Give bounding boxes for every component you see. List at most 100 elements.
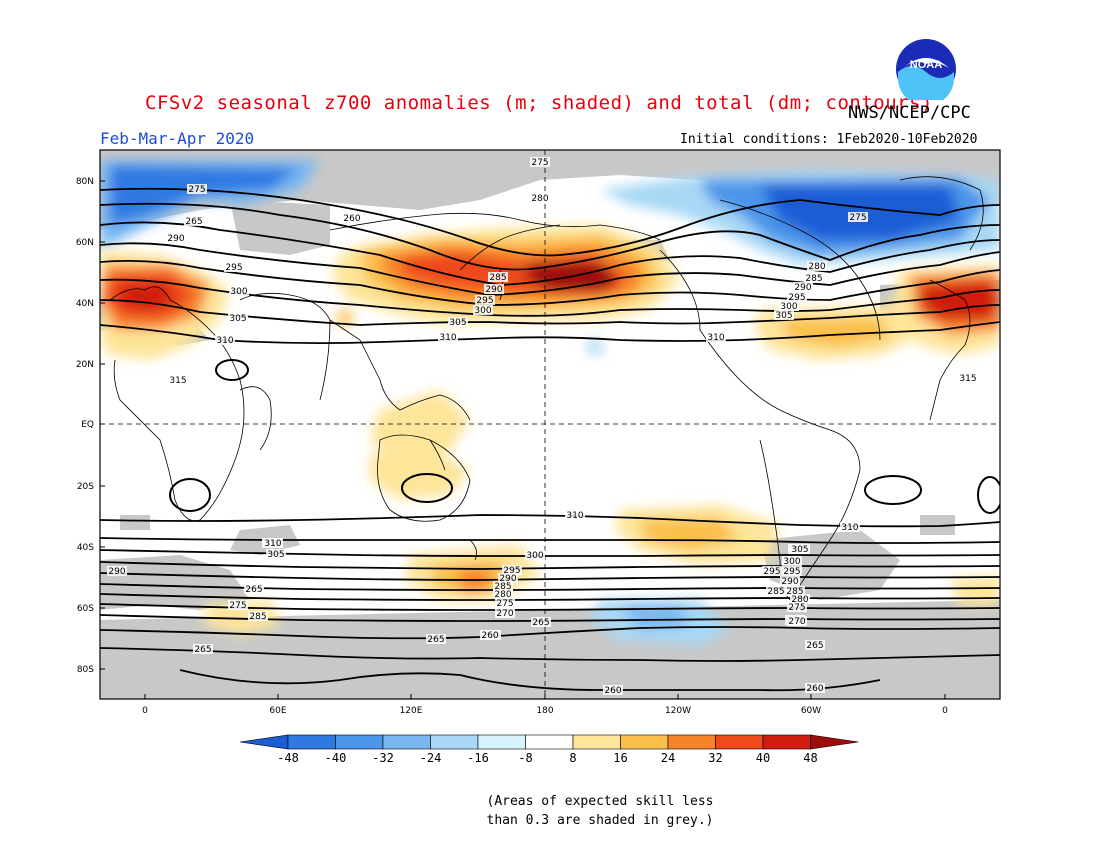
organization-label: NWS/NCEP/CPC: [848, 103, 971, 123]
contour-label: 270: [495, 608, 515, 619]
contour-label: 270: [787, 616, 807, 627]
lat-label: 20N: [76, 360, 94, 370]
contour-label: 310: [565, 510, 585, 521]
svg-text:300: 300: [780, 302, 797, 312]
colorbar-cell: [287, 734, 336, 750]
coastlines: [109, 176, 984, 601]
lon-label: 60E: [269, 706, 286, 716]
svg-text:295: 295: [476, 296, 493, 306]
svg-text:290: 290: [108, 567, 125, 577]
contour-label: 305: [790, 544, 810, 555]
lat-label: EQ: [81, 420, 94, 430]
colorbar-tick-label: 24: [661, 751, 675, 765]
svg-text:290: 290: [499, 574, 516, 584]
colorbar-tick-label: 40: [756, 751, 770, 765]
contour-label: 285: [248, 611, 268, 622]
svg-text:280: 280: [791, 595, 808, 605]
contour-label: 280: [530, 193, 550, 204]
svg-text:305: 305: [229, 314, 246, 324]
contour-label: 260: [805, 683, 825, 694]
lat-label: 40S: [77, 543, 94, 553]
grid-lines: [100, 150, 1000, 699]
lon-label: 120W: [665, 706, 691, 716]
svg-text:310: 310: [841, 523, 858, 533]
contour-label: 275: [187, 184, 207, 195]
forecast-period: Feb-Mar-Apr 2020: [100, 129, 255, 148]
svg-text:300: 300: [526, 551, 543, 561]
contour-label: 275: [495, 598, 515, 609]
contour-label: 280: [493, 589, 513, 600]
svg-text:305: 305: [449, 318, 466, 328]
contour-label: 290: [166, 233, 186, 244]
svg-text:290: 290: [781, 577, 798, 587]
contour-label: 275: [228, 600, 248, 611]
contour-label: 265: [426, 634, 446, 645]
svg-text:285: 285: [767, 587, 784, 597]
svg-text:305: 305: [267, 550, 284, 560]
contour-label: 315: [958, 373, 978, 384]
contour-label: 260: [603, 685, 623, 696]
colorbar-cell: [525, 734, 574, 750]
svg-text:285: 285: [805, 274, 822, 284]
contour-label: 305: [228, 313, 248, 324]
colorbar-cell: [382, 734, 431, 750]
contour-label: 285: [785, 586, 805, 597]
colorbar-tick-label: -8: [518, 751, 532, 765]
latitude-axis: 80N 60N 40N 20N EQ 20S 40S 60S 80S: [76, 177, 105, 675]
colorbar-left-arrow: [239, 734, 289, 750]
lat-label: 60N: [76, 238, 94, 248]
lon-label: 60W: [801, 706, 821, 716]
colorbar-cell: [667, 734, 716, 750]
svg-text:260: 260: [343, 214, 360, 224]
svg-text:310: 310: [566, 511, 583, 521]
contour-label: 265: [531, 617, 551, 628]
contour-label: 310: [840, 522, 860, 533]
lon-label: 0: [942, 706, 948, 716]
svg-text:295: 295: [225, 263, 242, 273]
lon-label: 0: [142, 706, 148, 716]
contour-label: 275: [787, 602, 807, 613]
lat-label: 80N: [76, 177, 94, 187]
contour-label: 300: [525, 550, 545, 561]
svg-text:285: 285: [249, 612, 266, 622]
skill-note-line-2: than 0.3 are shaded in grey.): [486, 813, 714, 828]
contour-label: 290: [107, 566, 127, 577]
colorbar-tick-label: -48: [277, 751, 299, 765]
contour-label: 305: [266, 549, 286, 560]
svg-text:275: 275: [496, 599, 513, 609]
colorbar-cell: [335, 734, 384, 750]
svg-text:290: 290: [794, 283, 811, 293]
svg-text:265: 265: [245, 585, 262, 595]
contour-label: 285: [804, 273, 824, 284]
svg-text:310: 310: [264, 539, 281, 549]
lat-label: 40N: [76, 299, 94, 309]
contour-label: 310: [706, 332, 726, 343]
colorbar-cell: [477, 734, 526, 750]
contour-label: 310: [263, 538, 283, 549]
svg-text:265: 265: [194, 645, 211, 655]
contour-label: 260: [480, 630, 500, 641]
colorbar-tick-label: -24: [420, 751, 442, 765]
contour-label: 285: [766, 586, 786, 597]
contour-label: 310: [438, 332, 458, 343]
colorbar-tick-label: 48: [803, 751, 817, 765]
contour-label: 265: [193, 644, 213, 655]
contour-label: 280: [807, 261, 827, 272]
colorbar-cell: [762, 734, 811, 750]
contour-label: 290: [484, 284, 504, 295]
contour-label: 280: [790, 594, 810, 605]
height-contours: [100, 187, 1000, 692]
colorbar-cell: [430, 734, 479, 750]
contour-label: 300: [782, 556, 802, 567]
svg-text:285: 285: [489, 273, 506, 283]
svg-text:260: 260: [604, 686, 621, 696]
svg-text:280: 280: [531, 194, 548, 204]
contour-label: 290: [780, 576, 800, 587]
contour-label: 300: [473, 305, 493, 316]
contour-label: 295: [787, 292, 807, 303]
svg-text:295: 295: [503, 566, 520, 576]
lat-label: 60S: [77, 604, 94, 614]
lon-label: 120E: [400, 706, 423, 716]
svg-text:275: 275: [229, 601, 246, 611]
